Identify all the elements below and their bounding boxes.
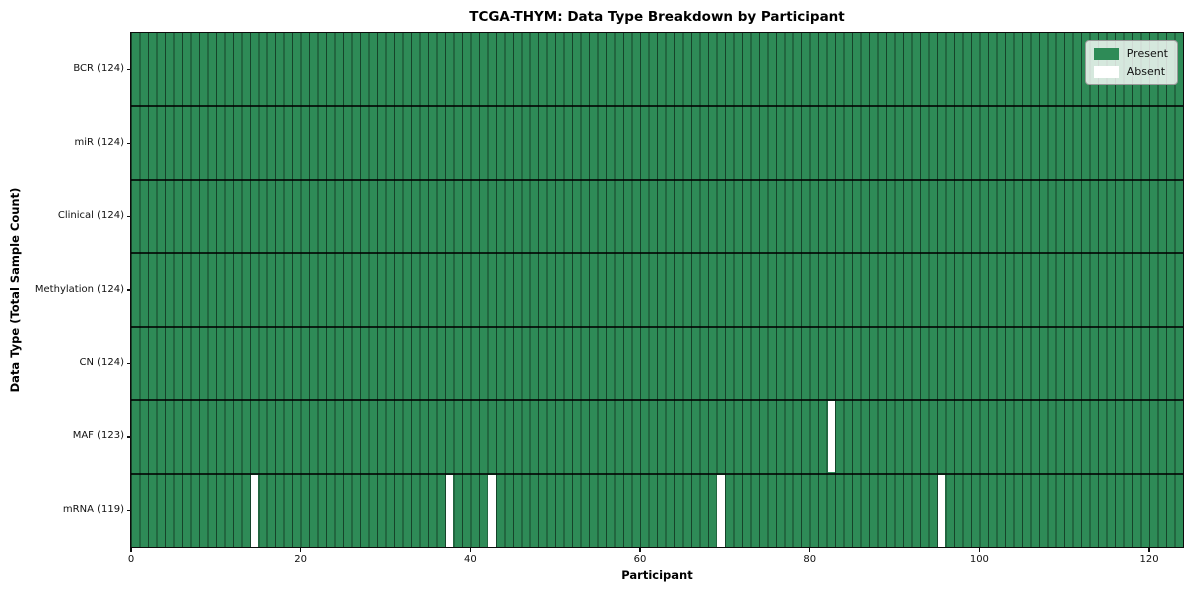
chart-title: TCGA-THYM: Data Type Breakdown by Partic… [469, 9, 845, 25]
legend-item-absent: Absent [1093, 65, 1168, 78]
x-axis-label: Participant [621, 568, 693, 582]
xtick-mark [300, 548, 302, 552]
ytick-mark [127, 215, 131, 218]
absent-swatch [1093, 65, 1119, 78]
legend-item-present: Present [1093, 47, 1168, 60]
ytick-mark [127, 509, 131, 511]
ytick-mark [127, 69, 131, 71]
xtick-label-60: 60 [633, 554, 647, 565]
xtick-mark [809, 548, 811, 552]
row-separator [131, 472, 1183, 475]
ytick-mark [127, 436, 131, 438]
row-separator [131, 399, 1183, 402]
heatmap-plot-area: Present Absent [130, 32, 1184, 548]
ytick-label-Clinical: Clinical (124) [57, 210, 124, 222]
absent-cell-mRNA-37 [445, 474, 454, 547]
xtick-label-20: 20 [294, 554, 308, 565]
xtick-label-100: 100 [969, 554, 989, 565]
absent-cell-mRNA-42 [488, 474, 496, 547]
ytick-label-miR: miR (124) [74, 136, 124, 148]
ytick-label-BCR: BCR (124) [73, 63, 124, 75]
row-separator [131, 325, 1183, 328]
xtick-mark [1148, 548, 1150, 552]
xtick-label-40: 40 [463, 554, 477, 565]
present-swatch [1093, 47, 1119, 60]
ytick-mark [127, 289, 131, 291]
xtick-mark [639, 548, 641, 552]
row-separator [131, 105, 1183, 108]
xtick-mark [130, 548, 132, 552]
xtick-label-120: 120 [1139, 554, 1159, 565]
absent-cell-MAF-82 [827, 401, 836, 473]
ytick-mark [127, 362, 131, 365]
row-separator [131, 252, 1183, 255]
xtick-mark [978, 548, 981, 552]
ytick-label-CN: CN (124) [79, 356, 124, 368]
absent-cell-mRNA-14 [250, 474, 259, 547]
ytick-label-mRNA: mRNA (119) [62, 503, 124, 515]
ytick-mark [127, 142, 131, 144]
legend: Present Absent [1084, 40, 1178, 85]
legend-label-absent: Absent [1126, 65, 1166, 78]
row-separator [131, 178, 1183, 181]
xtick-label-0: 0 [127, 554, 135, 565]
ytick-label-MAF: MAF (123) [72, 430, 124, 442]
ytick-label-Methylation: Methylation (124) [34, 283, 124, 295]
legend-label-present: Present [1126, 47, 1168, 60]
xtick-mark [469, 548, 472, 552]
absent-cell-mRNA-69 [717, 474, 725, 547]
absent-cell-mRNA-95 [937, 474, 946, 547]
xtick-label-80: 80 [803, 554, 817, 565]
